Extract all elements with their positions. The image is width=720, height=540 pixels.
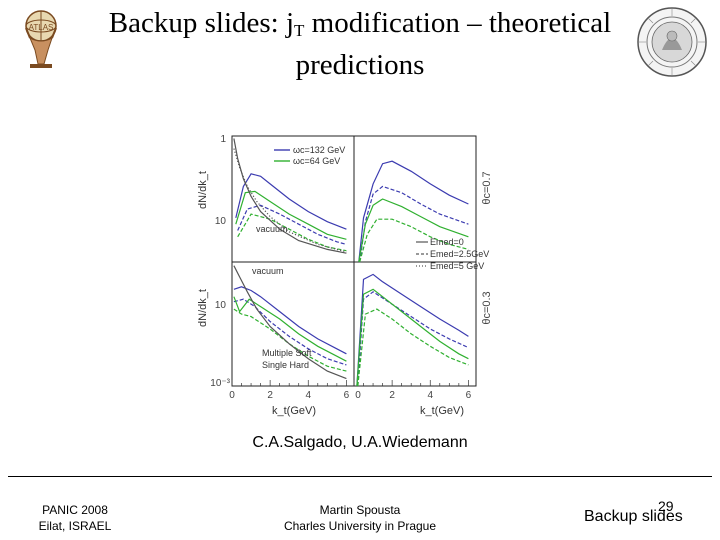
series-line-top-left-0 (235, 173, 347, 230)
series-line-top-right-3 (359, 218, 469, 263)
x-tick-right-0: 0 (355, 390, 361, 401)
legend-label-emed0: Emed=0 (430, 237, 464, 247)
charles-university-seal-icon (637, 7, 707, 77)
annotation-single-hard: Single Hard (262, 360, 309, 370)
y-axis-label-top: dN/dk_t (197, 171, 209, 209)
x-tick-left-3: 6 (344, 390, 350, 401)
slide-title: Backup slides: jT modification – theoret… (108, 7, 612, 81)
legend-label-wc132: ωc=132 GeV (293, 145, 345, 155)
y-tick-bottom-0: 10 (215, 300, 227, 311)
series-line-top-right-2 (358, 198, 469, 263)
series-line-bottom-left-4 (233, 265, 347, 380)
y-tick-top-0: 1 (220, 134, 226, 145)
x-tick-right-2: 4 (427, 390, 433, 401)
footer-page-number: 29 (658, 498, 674, 514)
series-line-bottom-right-2 (356, 288, 469, 387)
x-tick-left-2: 4 (305, 390, 311, 401)
atlas-logo-icon: ATLAS (25, 10, 57, 68)
footer-author: Martin Spousta Charles University in Pra… (260, 502, 460, 534)
annotation-multiple-soft: Multiple Soft (262, 348, 312, 358)
footer-author-institution: Charles University in Prague (283, 519, 437, 533)
theta-label-top: θc=0.7 (481, 171, 493, 204)
legend-label-emed5: Emed=5 GeV (430, 261, 484, 271)
legend-label-emed25: Emed=2.5GeV (430, 249, 489, 259)
theta-label-bottom: θc=0.3 (481, 291, 493, 324)
panel-frame-bottom-right (353, 261, 477, 387)
kt-distribution-chart: 0 2 4 6 0 2 4 6 1 10 10 10⁻³ dN/dk_t dN/dk_t θc=0.7… (190, 128, 520, 426)
series-line-top-left-3 (237, 213, 347, 252)
series-line-bottom-right-0 (356, 273, 469, 387)
x-axis-label-left: k_t(GeV) (272, 405, 316, 417)
footer-conference-name: PANIC 2008 (42, 503, 108, 517)
x-tick-right-3: 6 (466, 390, 472, 401)
series-line-top-right-1 (359, 185, 469, 263)
y-axis-label-bottom: dN/dk_t (197, 289, 209, 327)
series-line-top-left-1 (237, 204, 347, 245)
annotation-vacuum-bottom: vacuum (252, 266, 284, 276)
footer-conference-location: Eilat, ISRAEL (38, 519, 112, 533)
annotation-vacuum-top: vacuum (256, 224, 288, 234)
series-line-top-left-5 (233, 148, 347, 253)
footer-section-label: Backup slides (584, 508, 683, 525)
series-line-bottom-left-2 (233, 296, 347, 362)
svg-text:ATLAS: ATLAS (29, 23, 54, 32)
series-line-top-right-0 (358, 160, 469, 263)
legend-label-wc64: ωc=64 GeV (293, 156, 340, 166)
series-line-top-left-4 (233, 138, 347, 254)
y-tick-bottom-1: 10⁻³ (210, 378, 230, 389)
x-tick-right-1: 2 (389, 390, 395, 401)
series-line-bottom-left-1 (233, 298, 347, 366)
footer-divider (8, 476, 712, 477)
y-tick-top-1: 10 (215, 216, 227, 227)
series-line-bottom-right-3 (357, 308, 469, 387)
footer-author-name: Martin Spousta (319, 503, 401, 517)
citation: C.A.Salgado, U.A.Wiedemann (252, 434, 468, 451)
x-tick-left-0: 0 (229, 390, 235, 401)
series-line-bottom-right-1 (357, 291, 469, 387)
series-line-top-left-2 (235, 190, 347, 240)
footer-conference: PANIC 2008 Eilat, ISRAEL (20, 502, 130, 534)
x-axis-label-right: k_t(GeV) (420, 405, 464, 417)
x-tick-left-1: 2 (267, 390, 273, 401)
